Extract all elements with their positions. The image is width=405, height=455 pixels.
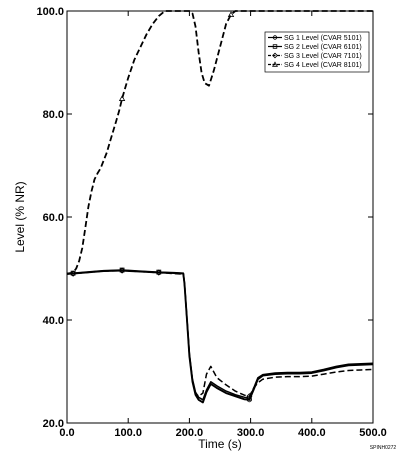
x-tick-label: 300.0	[237, 427, 265, 439]
legend-label: SG 1 Level (CVAR 5101)	[284, 35, 362, 42]
series-marker	[272, 35, 278, 40]
x-tick-label: 500.0	[359, 427, 387, 439]
series-4	[66, 10, 373, 275]
y-tick-label: 20.0	[43, 418, 64, 430]
series-marker	[272, 44, 278, 49]
series-marker	[155, 269, 162, 276]
x-axis-ticks: 0.0 100.0 200.0 300.0 400.0 500.0	[59, 11, 387, 439]
legend-label: SG 2 Level (CVAR 6101)	[284, 44, 362, 51]
plot-area	[66, 10, 374, 424]
series-marker	[118, 95, 126, 101]
y-tick-label: 100.0	[36, 6, 64, 18]
series-marker	[227, 11, 235, 18]
legend-label: SG 3 Level (CVAR 7101)	[284, 53, 362, 60]
series-marker	[272, 61, 278, 67]
legend-item: SG 1 Level (CVAR 5101)	[268, 35, 362, 42]
legend-label: SG 4 Level (CVAR 8101)	[284, 62, 362, 69]
legend-item: SG 2 Level (CVAR 6101)	[268, 44, 362, 51]
series-3	[66, 267, 374, 400]
x-axis-label: Time (s)	[198, 437, 242, 451]
series-marker	[119, 267, 126, 274]
series-line	[66, 10, 373, 275]
series-layer	[66, 10, 374, 404]
x-tick-label: 0.0	[59, 427, 74, 439]
legend-item: SG 3 Level (CVAR 7101)	[268, 52, 362, 60]
legend-item: SG 4 Level (CVAR 8101)	[268, 61, 362, 69]
series-marker	[272, 52, 278, 59]
y-tick-label: 60.0	[43, 212, 64, 224]
x-tick-label: 400.0	[298, 427, 326, 439]
y-axis-label: Level (% NR)	[13, 181, 27, 252]
y-tick-label: 80.0	[43, 109, 64, 121]
series-line	[66, 269, 374, 397]
figure-id: SPINH0272	[370, 445, 397, 451]
y-axis-ticks: 20.0 40.0 60.0 80.0 100.0	[36, 6, 373, 430]
x-tick-label: 100.0	[114, 427, 142, 439]
x-tick-label: 200.0	[176, 427, 204, 439]
legend: SG 1 Level (CVAR 5101) SG 2 Level (CVAR 6…	[264, 31, 370, 73]
legend-box	[264, 31, 370, 73]
series-marker	[246, 393, 253, 400]
y-tick-label: 40.0	[43, 315, 64, 327]
